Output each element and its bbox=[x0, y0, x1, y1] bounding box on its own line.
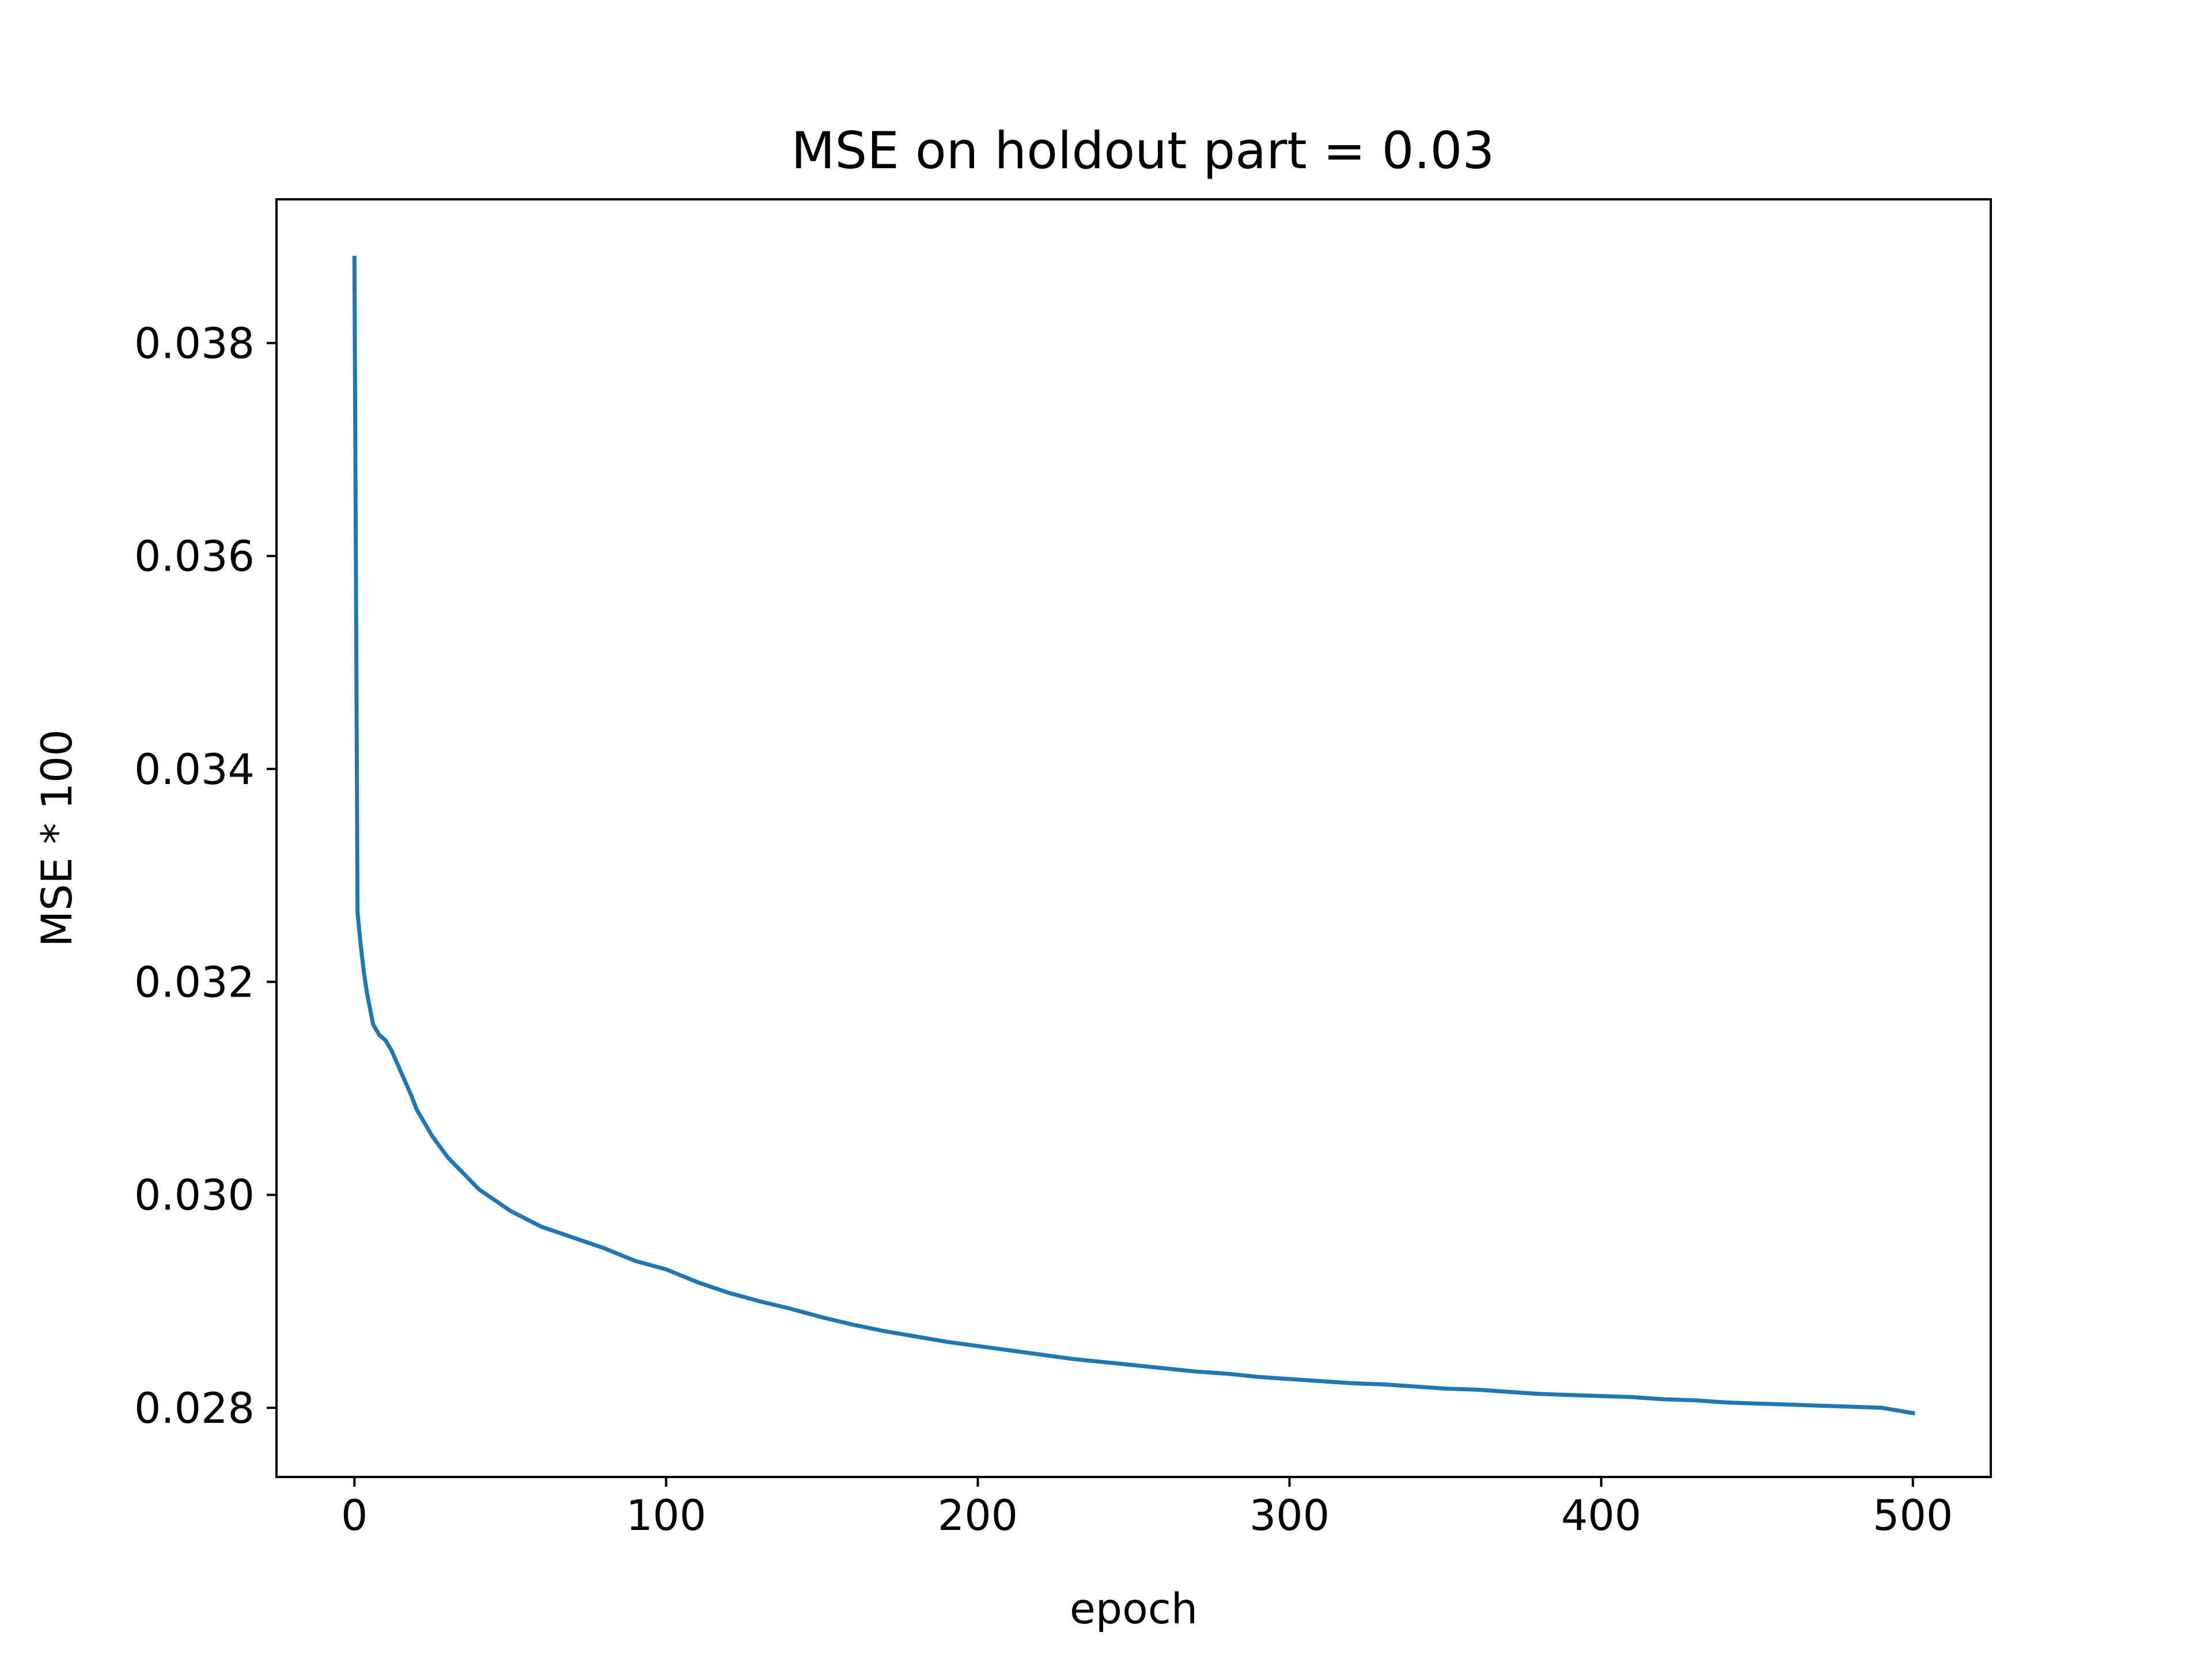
x-tick-label: 100 bbox=[626, 1491, 706, 1540]
chart-title: MSE on holdout part = 0.03 bbox=[791, 121, 1494, 180]
x-axis: 0 100 200 300 400 500 bbox=[341, 1477, 1953, 1540]
y-axis: 0.028 0.030 0.032 0.034 0.036 0.038 bbox=[134, 320, 276, 1433]
plot-frame bbox=[275, 198, 1992, 1478]
y-tick-label: 0.038 bbox=[134, 320, 255, 369]
y-tick-label: 0.032 bbox=[134, 959, 255, 1007]
x-tick-label: 0 bbox=[341, 1491, 368, 1540]
y-tick-label: 0.028 bbox=[134, 1384, 255, 1433]
x-tick-label: 200 bbox=[938, 1491, 1018, 1540]
series-line bbox=[352, 256, 1915, 1416]
x-tick-label: 500 bbox=[1873, 1491, 1953, 1540]
x-tick-label: 300 bbox=[1249, 1491, 1330, 1540]
y-tick-label: 0.036 bbox=[134, 532, 255, 581]
y-axis-label: MSE * 100 bbox=[33, 729, 82, 947]
series-layer bbox=[352, 256, 1915, 1416]
y-tick-label: 0.034 bbox=[134, 745, 255, 794]
y-tick-label: 0.030 bbox=[134, 1171, 255, 1220]
x-axis-label: epoch bbox=[1070, 1585, 1198, 1634]
x-tick-label: 400 bbox=[1561, 1491, 1641, 1540]
